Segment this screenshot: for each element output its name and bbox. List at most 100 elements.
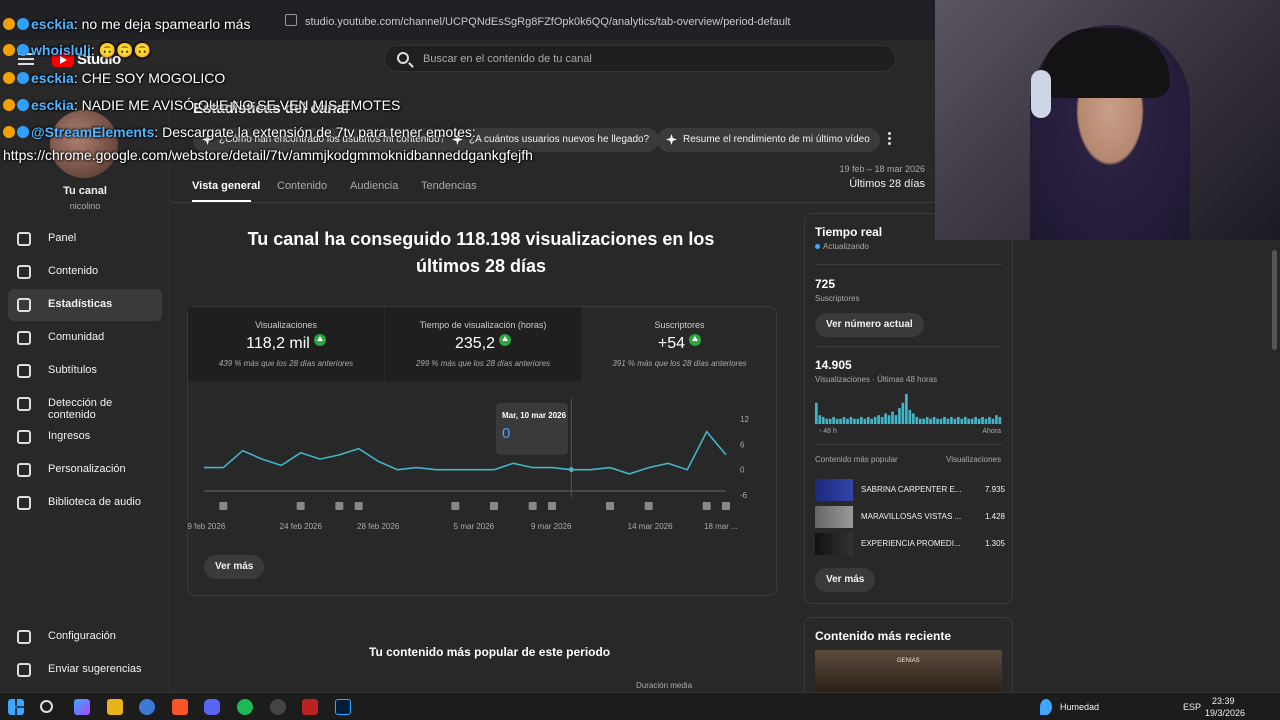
views-series-line <box>204 430 727 475</box>
realtime-views-value: 14.905 <box>815 358 852 372</box>
realtime-bar <box>981 416 984 424</box>
headset-icon <box>1031 70 1051 118</box>
sparkle-icon <box>666 134 677 145</box>
video-app-icon[interactable] <box>302 699 318 715</box>
spotify-icon[interactable] <box>237 699 253 715</box>
ai-suggestion-chip-1[interactable]: ¿Cómo han encontrado los usuarios mi con… <box>193 128 456 152</box>
more-options-icon[interactable] <box>888 132 892 148</box>
tab-overview[interactable]: Vista general <box>192 180 261 192</box>
video-marker <box>702 502 711 510</box>
url-text[interactable]: studio.youtube.com/channel/UCPQNdEsSgRg8… <box>305 16 791 28</box>
video-marker <box>722 502 730 510</box>
realtime-bar <box>946 418 950 424</box>
views-line-chart[interactable]: 12 6 0 -6 19 feb 2026 24 feb 2026 28 feb 2026 5… <box>188 387 776 537</box>
sidebar-bottom-item-0[interactable]: Configuración <box>8 621 162 653</box>
metric-views[interactable]: Visualizaciones 118,2 mil 439 % más que … <box>188 307 384 381</box>
realtime-see-more-button[interactable]: Ver más <box>815 568 876 592</box>
metric-watch-time[interactable]: Tiempo de visualización (horas) 235,2 29… <box>385 307 581 381</box>
webcam-overlay <box>935 0 1280 240</box>
metric-subscribers[interactable]: Suscriptores +54 391 % más que los 28 dí… <box>612 320 747 368</box>
sidebar-item-label: Subtítulos <box>48 364 97 376</box>
scrollbar[interactable] <box>1272 250 1277 350</box>
date-period-select[interactable]: Últimos 28 días <box>849 178 925 190</box>
dollar-icon <box>17 430 31 444</box>
realtime-bar <box>943 416 946 424</box>
realtime-bar <box>936 418 939 424</box>
realtime-bar <box>922 418 926 424</box>
streamer-hair <box>1040 28 1170 98</box>
obs-icon[interactable] <box>270 699 286 715</box>
realtime-bar <box>880 416 884 424</box>
list-item[interactable]: EXPERIENCIA PROMEDI... 1.305 <box>815 533 1005 555</box>
sparkle-icon <box>202 134 213 145</box>
sidebar-item-1[interactable]: Contenido <box>8 256 162 288</box>
realtime-bar <box>998 416 1002 424</box>
language-indicator[interactable]: ESP <box>1183 702 1202 712</box>
date-range[interactable]: 19 feb – 18 mar 2026 <box>839 164 925 174</box>
sparkle-icon <box>452 134 463 145</box>
ai-suggestion-chip-2[interactable]: ¿A cuántos usuarios nuevos he llegado? <box>443 128 660 152</box>
sidebar-item-0[interactable]: Panel <box>8 223 162 255</box>
tab-audience[interactable]: Audiencia <box>350 180 399 192</box>
video-marker <box>219 502 228 510</box>
video-marker <box>644 502 653 510</box>
popular-views-col: Visualizaciones <box>946 455 1001 464</box>
data-point <box>568 467 574 473</box>
arrow-up-icon <box>689 334 702 346</box>
edge-icon[interactable] <box>139 699 155 715</box>
sidebar-item-4[interactable]: Subtítulos <box>8 355 162 387</box>
sidebar-item-label: Contenido <box>48 265 99 277</box>
y-tick-label: -6 <box>740 491 748 500</box>
video-marker <box>528 502 537 510</box>
list-item[interactable]: MARAVILLOSAS VISTAS ... 1.428 <box>815 506 1005 528</box>
arrow-up-icon <box>499 334 512 346</box>
sidebar-item-2[interactable]: Estadísticas <box>8 289 162 321</box>
site-info-icon[interactable] <box>285 14 297 26</box>
avatar[interactable] <box>50 110 118 178</box>
photoshop-icon[interactable] <box>335 699 351 715</box>
file-explorer-icon[interactable] <box>107 699 123 715</box>
sidebar-bottom-item-1[interactable]: Enviar sugerencias <box>8 654 162 686</box>
overview-card: Visualizaciones 118,2 mil 439 % más que … <box>187 306 777 596</box>
copilot-icon[interactable] <box>74 699 90 715</box>
video-marker <box>354 502 363 510</box>
search-input[interactable]: Buscar en el contenido de tu canal <box>384 45 896 72</box>
realtime-bar <box>905 394 908 424</box>
sidebar-item-7[interactable]: Personalización <box>8 454 162 486</box>
studio-label[interactable]: Studio <box>77 51 121 68</box>
realtime-bar <box>856 418 860 424</box>
see-more-button[interactable]: Ver más <box>204 555 265 579</box>
realtime-bar <box>991 418 995 424</box>
realtime-bar <box>977 418 981 424</box>
ai-suggestion-chip-3[interactable]: Resume el rendimiento de mi último vídeo <box>657 128 880 152</box>
channel-handle: nicolino <box>69 201 101 211</box>
analytics-tabs: Vista general Contenido Audiencia Tenden… <box>171 170 935 203</box>
clock-date[interactable]: 19/3/2026 <box>1205 708 1246 718</box>
sidebar-item-5[interactable]: Detección de contenido <box>8 388 162 421</box>
sidebar-item-label: Estadísticas <box>48 298 113 310</box>
weather-label[interactable]: Humedad <box>1060 702 1100 712</box>
search-icon <box>397 52 409 64</box>
discord-icon[interactable] <box>204 699 220 715</box>
sidebar-item-8[interactable]: Biblioteca de audio <box>8 487 162 519</box>
clock-time[interactable]: 23:39 <box>1212 696 1235 706</box>
tab-trends[interactable]: Tendencias <box>421 180 477 192</box>
brave-icon[interactable] <box>172 699 188 715</box>
badge-icon <box>3 99 15 111</box>
windows-start-icon[interactable] <box>8 699 24 715</box>
recent-video-thumbnail[interactable]: GENIAS <box>815 650 1002 694</box>
youtube-logo-icon[interactable] <box>52 52 74 67</box>
realtime-bar-chart[interactable] <box>815 392 1002 426</box>
video-thumbnail <box>815 506 853 528</box>
divider <box>815 346 1002 347</box>
list-item[interactable]: SABRINA CARPENTER E... 7.935 <box>815 479 1005 501</box>
see-current-count-button[interactable]: Ver número actual <box>815 313 924 337</box>
weather-icon[interactable] <box>1040 699 1052 715</box>
sidebar-item-3[interactable]: Comunidad <box>8 322 162 354</box>
video-marker <box>548 502 556 510</box>
realtime-bar <box>894 415 898 424</box>
tab-content[interactable]: Contenido <box>277 180 328 192</box>
sidebar-item-6[interactable]: Ingresos <box>8 421 162 453</box>
search-icon[interactable] <box>40 700 53 713</box>
sidebar-item-label: Enviar sugerencias <box>48 663 142 675</box>
